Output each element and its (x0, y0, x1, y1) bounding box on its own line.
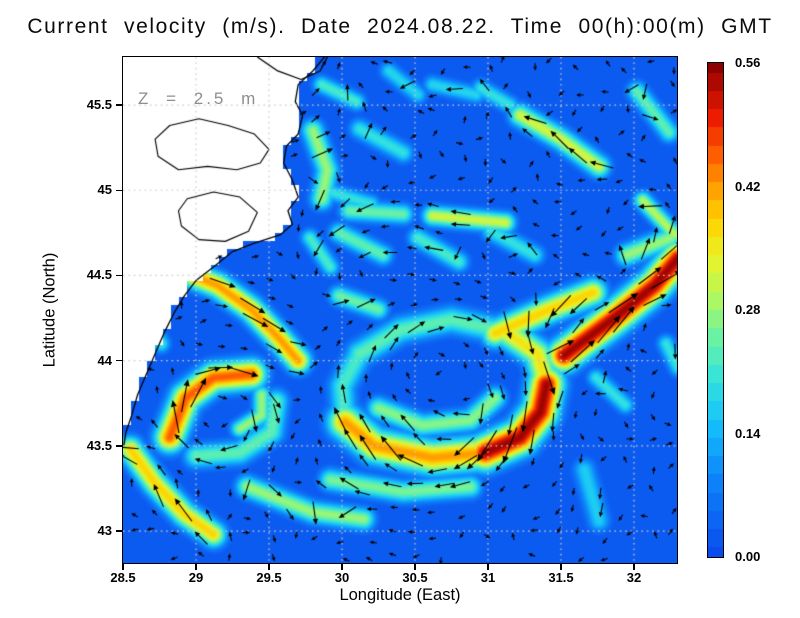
colorbar-tick-label: 0.00 (735, 549, 761, 564)
colorbar-tick-label: 0.56 (735, 55, 761, 70)
x-tick-label: 31 (480, 570, 496, 585)
y-tick-label: 44 (97, 352, 112, 368)
y-axis-title: Latitude (North) (40, 252, 59, 368)
y-axis-tick (116, 530, 122, 532)
colorbar-tick-label: 0.14 (735, 425, 761, 441)
y-axis-tick (116, 359, 122, 362)
colorbar (707, 62, 724, 558)
x-tick-label: 29.5 (256, 570, 282, 585)
figure-title: Current velocity (m/s). Date 2024.08.22.… (27, 15, 773, 38)
y-axis-tick (116, 274, 122, 277)
depth-annotation: Z = 2.5 m (138, 89, 259, 108)
y-tick-label: 44.5 (86, 267, 112, 283)
x-tick-label: 31.5 (548, 570, 574, 585)
x-axis-tick (195, 564, 197, 570)
y-axis-tick (116, 189, 122, 191)
x-tick-label: 30 (334, 570, 350, 585)
x-tick-label: 32 (626, 570, 642, 585)
x-axis-tick (122, 564, 124, 570)
colorbar-tick-label: 0.42 (735, 178, 761, 194)
x-axis-tick (341, 564, 343, 570)
x-axis-tick (633, 564, 635, 570)
x-tick-label: 30.5 (402, 570, 428, 585)
y-axis-tick (116, 445, 122, 447)
y-tick-label: 43.5 (86, 437, 112, 453)
x-axis-tick (560, 564, 562, 570)
x-tick-label: 28.5 (110, 570, 136, 585)
y-tick-label: 45 (97, 182, 112, 198)
colorbar-tick-label: 0.28 (735, 302, 761, 317)
y-axis-tick (116, 104, 122, 106)
y-tick-label: 45.5 (86, 97, 112, 113)
x-tick-label: 29 (188, 570, 204, 585)
x-axis-tick (268, 564, 270, 570)
x-axis-tick (414, 564, 416, 570)
velocity-map-canvas (121, 55, 678, 564)
y-tick-label: 43 (97, 523, 112, 539)
x-axis-tick (487, 564, 489, 570)
x-axis-title: Longitude (East) (339, 586, 461, 604)
